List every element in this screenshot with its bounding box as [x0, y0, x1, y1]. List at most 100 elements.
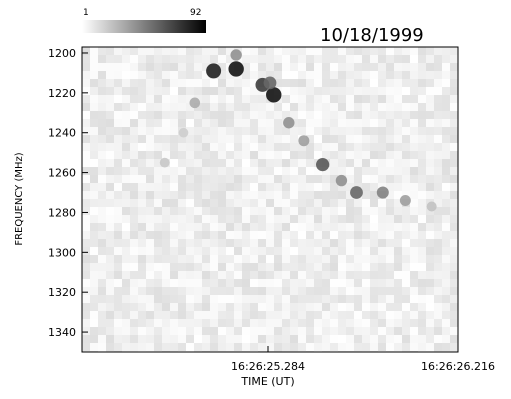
noise-cell: [330, 175, 338, 183]
noise-cell: [354, 239, 362, 247]
noise-cell: [162, 103, 170, 111]
noise-cell: [314, 47, 322, 55]
noise-cell: [314, 119, 322, 127]
noise-cell: [226, 311, 234, 319]
noise-cell: [282, 215, 290, 223]
noise-cell: [330, 191, 338, 199]
noise-cell: [202, 287, 210, 295]
noise-cell: [218, 87, 226, 95]
noise-cell: [218, 319, 226, 327]
noise-cell: [418, 287, 426, 295]
noise-cell: [282, 287, 290, 295]
noise-cell: [218, 63, 226, 71]
noise-cell: [210, 335, 218, 343]
noise-cell: [418, 95, 426, 103]
noise-cell: [354, 111, 362, 119]
noise-cell: [434, 87, 442, 95]
noise-cell: [290, 239, 298, 247]
noise-cell: [410, 183, 418, 191]
noise-cell: [90, 239, 98, 247]
noise-cell: [394, 167, 402, 175]
noise-cell: [114, 79, 122, 87]
noise-cell: [258, 71, 266, 79]
noise-cell: [82, 111, 90, 119]
noise-cell: [186, 303, 194, 311]
noise-cell: [402, 167, 410, 175]
noise-cell: [210, 111, 218, 119]
noise-cell: [98, 247, 106, 255]
emission-point: [263, 76, 277, 90]
noise-cell: [186, 271, 194, 279]
noise-cell: [250, 279, 258, 287]
noise-cell: [234, 127, 242, 135]
noise-cell: [90, 79, 98, 87]
noise-cell: [362, 263, 370, 271]
noise-cell: [330, 343, 338, 351]
noise-cell: [90, 167, 98, 175]
noise-cell: [186, 263, 194, 271]
noise-cell: [402, 119, 410, 127]
noise-cell: [178, 223, 186, 231]
noise-cell: [410, 119, 418, 127]
noise-cell: [154, 239, 162, 247]
noise-cell: [330, 263, 338, 271]
noise-cell: [394, 287, 402, 295]
noise-cell: [266, 55, 274, 63]
noise-cell: [386, 319, 394, 327]
noise-cell: [90, 343, 98, 351]
noise-cell: [330, 95, 338, 103]
noise-cell: [234, 223, 242, 231]
noise-cell: [290, 215, 298, 223]
noise-cell: [234, 87, 242, 95]
noise-cell: [218, 207, 226, 215]
noise-cell: [370, 223, 378, 231]
noise-cell: [274, 343, 282, 351]
noise-cell: [434, 79, 442, 87]
noise-cell: [330, 55, 338, 63]
noise-cell: [170, 263, 178, 271]
noise-cell: [82, 143, 90, 151]
noise-cell: [394, 263, 402, 271]
noise-cell: [98, 295, 106, 303]
noise-cell: [274, 295, 282, 303]
noise-cell: [274, 167, 282, 175]
noise-cell: [434, 119, 442, 127]
noise-cell: [82, 327, 90, 335]
noise-cell: [186, 335, 194, 343]
noise-cell: [226, 87, 234, 95]
noise-cell: [130, 135, 138, 143]
noise-cell: [114, 319, 122, 327]
noise-cell: [330, 103, 338, 111]
noise-cell: [362, 159, 370, 167]
noise-cell: [130, 71, 138, 79]
noise-cell: [410, 191, 418, 199]
noise-cell: [314, 239, 322, 247]
noise-cell: [218, 303, 226, 311]
noise-cell: [138, 215, 146, 223]
noise-cell: [202, 127, 210, 135]
emission-point: [189, 97, 201, 109]
noise-cell: [82, 319, 90, 327]
noise-cell: [234, 303, 242, 311]
noise-cell: [114, 287, 122, 295]
noise-cell: [218, 55, 226, 63]
noise-cell: [154, 319, 162, 327]
noise-cell: [306, 63, 314, 71]
noise-cell: [434, 247, 442, 255]
noise-cell: [330, 295, 338, 303]
noise-cell: [82, 215, 90, 223]
noise-cell: [202, 199, 210, 207]
noise-cell: [154, 207, 162, 215]
noise-cell: [178, 63, 186, 71]
noise-cell: [410, 223, 418, 231]
noise-cell: [186, 207, 194, 215]
noise-cell: [242, 199, 250, 207]
noise-cell: [274, 263, 282, 271]
noise-cell: [442, 287, 450, 295]
noise-cell: [394, 159, 402, 167]
noise-cell: [122, 263, 130, 271]
noise-cell: [298, 335, 306, 343]
noise-cell: [170, 47, 178, 55]
noise-cell: [362, 327, 370, 335]
noise-cell: [402, 175, 410, 183]
